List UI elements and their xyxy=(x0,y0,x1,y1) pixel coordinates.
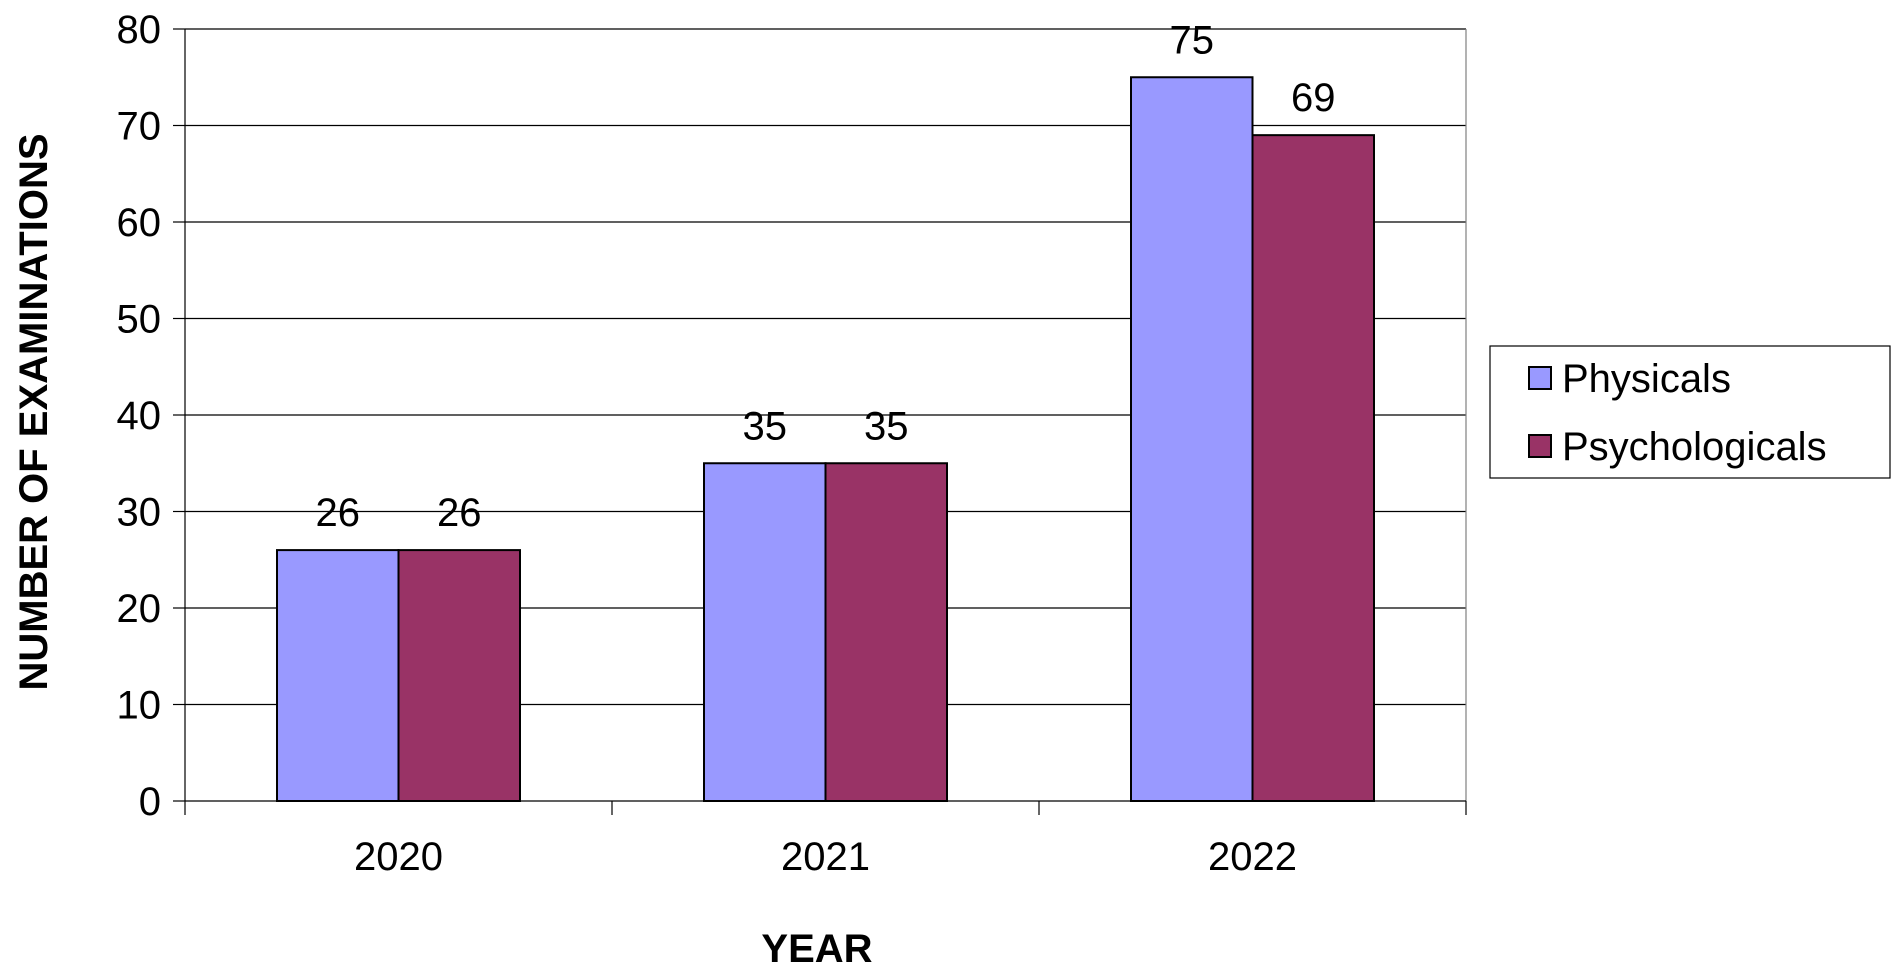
bar-physicals-2021 xyxy=(703,462,827,802)
data-label: 75 xyxy=(1170,18,1215,62)
bar-psychologicals-2020 xyxy=(397,549,521,802)
data-labels: 26 26 35 35 75 69 xyxy=(316,18,1336,535)
y-tick-label: 50 xyxy=(117,298,162,342)
legend-label-psychologicals: Psychologicals xyxy=(1562,425,1827,469)
bars xyxy=(276,76,1375,802)
bar-physicals-2020 xyxy=(276,549,400,802)
data-label: 35 xyxy=(743,404,788,448)
y-tick-label: 20 xyxy=(117,587,162,631)
data-label: 35 xyxy=(864,404,909,448)
x-axis-title: YEAR xyxy=(761,927,872,970)
bar-physicals-2022 xyxy=(1130,76,1254,802)
x-tick-label: 2020 xyxy=(354,835,443,879)
legend: Physicals Psychologicals xyxy=(1489,345,1891,479)
legend-box xyxy=(1489,345,1891,479)
y-tick-label: 30 xyxy=(117,491,162,535)
bar-psychologicals-2021 xyxy=(824,462,948,802)
y-tick-label: 10 xyxy=(117,684,162,728)
x-tick-label: 2021 xyxy=(781,835,870,879)
legend-swatch-physicals xyxy=(1528,366,1552,390)
data-label: 26 xyxy=(437,491,482,535)
legend-swatch-psychologicals xyxy=(1528,434,1552,458)
y-tick-label: 0 xyxy=(139,780,161,824)
legend-label-physicals: Physicals xyxy=(1562,357,1731,401)
y-tick-label: 40 xyxy=(117,394,162,438)
bar-psychologicals-2022 xyxy=(1251,134,1375,802)
data-label: 26 xyxy=(316,491,361,535)
y-axis-title: NUMBER OF EXAMINATIONS xyxy=(12,133,56,690)
y-tick-label: 60 xyxy=(117,201,162,245)
y-tick-label: 80 xyxy=(117,8,162,52)
x-tick-label: 2022 xyxy=(1208,835,1297,879)
data-label: 69 xyxy=(1291,76,1336,120)
y-tick-label: 70 xyxy=(117,105,162,149)
